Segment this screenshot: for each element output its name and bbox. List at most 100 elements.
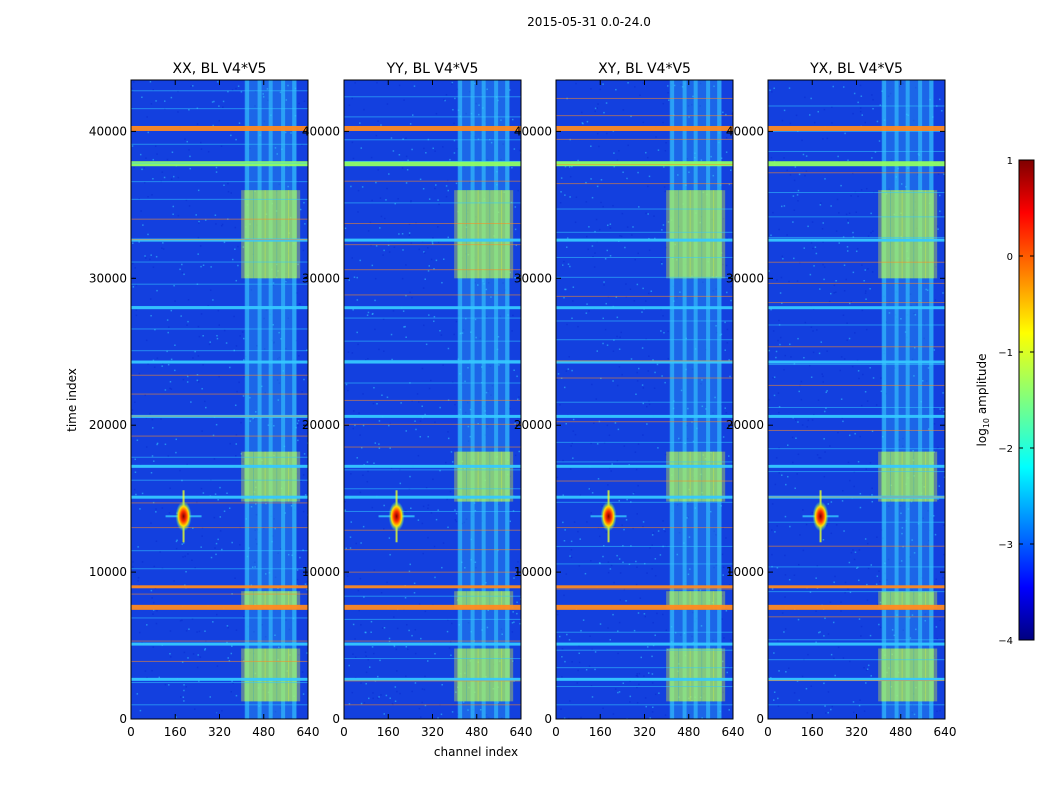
noise-speckle: [497, 503, 500, 506]
rfi-faint-line: [768, 406, 945, 408]
noise-speckle: [702, 191, 705, 194]
noise-speckle: [610, 564, 613, 567]
noise-speckle: [816, 565, 819, 567]
noise-speckle: [712, 485, 715, 488]
noise-speckle: [870, 675, 872, 677]
noise-speckle: [479, 708, 482, 711]
noise-speckle: [443, 98, 445, 101]
noise-speckle: [596, 107, 598, 109]
noise-speckle: [163, 176, 166, 179]
noise-speckle: [937, 173, 940, 175]
rfi-block-cell: [689, 648, 702, 702]
noise-speckle: [386, 581, 388, 584]
noise-speckle: [202, 334, 204, 337]
source-peak: [175, 501, 192, 532]
noise-speckle: [150, 589, 153, 592]
noise-speckle: [145, 446, 148, 448]
noise-speckle: [770, 677, 772, 679]
rfi-time-block: [244, 648, 297, 702]
noise-speckle: [473, 82, 476, 84]
x-tick-label: 160: [377, 725, 400, 739]
noise-speckle: [477, 231, 479, 233]
noise-speckle: [797, 453, 800, 456]
rfi-faint-line: [556, 231, 733, 233]
noise-speckle: [822, 538, 825, 541]
rfi-time-block: [669, 591, 722, 609]
noise-speckle: [636, 380, 639, 382]
noise-speckle: [455, 182, 458, 185]
noise-speckle: [822, 241, 824, 243]
noise-speckle: [362, 474, 364, 476]
y-tick-label: 30000: [89, 271, 127, 285]
noise-speckle: [775, 350, 778, 353]
noise-speckle: [301, 144, 303, 146]
noise-speckle: [508, 458, 511, 461]
noise-speckle: [215, 223, 217, 225]
noise-speckle: [132, 242, 134, 244]
noise-speckle: [352, 653, 354, 655]
noise-speckle: [403, 99, 405, 101]
noise-speckle: [252, 417, 254, 420]
noise-speckle: [636, 371, 638, 374]
noise-speckle: [138, 197, 140, 200]
noise-speckle: [599, 623, 602, 625]
rfi-faint-line: [344, 160, 521, 162]
noise-speckle: [607, 561, 610, 563]
noise-speckle: [167, 363, 170, 366]
noise-speckle: [723, 637, 725, 639]
rfi-faint-line: [556, 606, 733, 608]
noise-speckle: [413, 85, 416, 87]
noise-speckle: [566, 633, 568, 636]
noise-speckle: [347, 389, 349, 392]
noise-speckle: [933, 655, 935, 657]
noise-speckle: [909, 637, 912, 639]
noise-speckle: [848, 337, 851, 340]
noise-speckle: [201, 430, 203, 432]
noise-speckle: [299, 556, 301, 559]
rfi-time-line: [344, 585, 521, 589]
y-tick-label: 40000: [514, 124, 552, 138]
noise-speckle: [220, 225, 223, 227]
rfi-block-cell: [466, 648, 479, 702]
rfi-faint-line: [344, 446, 521, 448]
rfi-time-block: [669, 648, 722, 702]
noise-speckle: [939, 194, 941, 197]
rfi-time-line: [768, 125, 945, 131]
rfi-block-cell: [454, 591, 467, 609]
noise-speckle: [909, 343, 911, 345]
noise-speckle: [796, 280, 799, 282]
noise-speckle: [729, 666, 731, 668]
rfi-faint-line: [344, 294, 521, 296]
noise-speckle: [435, 259, 438, 262]
noise-speckle: [362, 393, 364, 395]
rfi-block-cell: [241, 648, 254, 702]
noise-speckle: [791, 436, 794, 439]
noise-speckle: [815, 610, 817, 612]
noise-speckle: [617, 428, 620, 431]
noise-speckle: [347, 351, 350, 353]
noise-speckle: [942, 576, 944, 579]
noise-speckle: [221, 223, 224, 226]
noise-speckle: [455, 598, 458, 600]
noise-speckle: [234, 577, 236, 579]
noise-speckle: [585, 668, 588, 671]
rfi-block-cell: [477, 451, 490, 502]
noise-speckle: [166, 319, 169, 321]
noise-speckle: [855, 211, 857, 213]
noise-speckle: [712, 639, 714, 642]
rfi-channel-stripe: [682, 80, 687, 719]
noise-speckle: [379, 659, 381, 662]
noise-speckle: [173, 580, 175, 582]
noise-speckle: [388, 637, 391, 640]
rfi-block-cell: [713, 591, 726, 609]
noise-speckle: [218, 375, 220, 378]
noise-speckle: [699, 82, 702, 85]
noise-speckle: [869, 494, 872, 496]
noise-speckle: [700, 159, 703, 161]
noise-speckle: [590, 512, 593, 514]
noise-speckle: [881, 90, 883, 92]
noise-speckle: [403, 326, 405, 328]
noise-speckle: [303, 378, 305, 381]
noise-speckle: [871, 94, 873, 96]
noise-speckle: [276, 683, 278, 686]
